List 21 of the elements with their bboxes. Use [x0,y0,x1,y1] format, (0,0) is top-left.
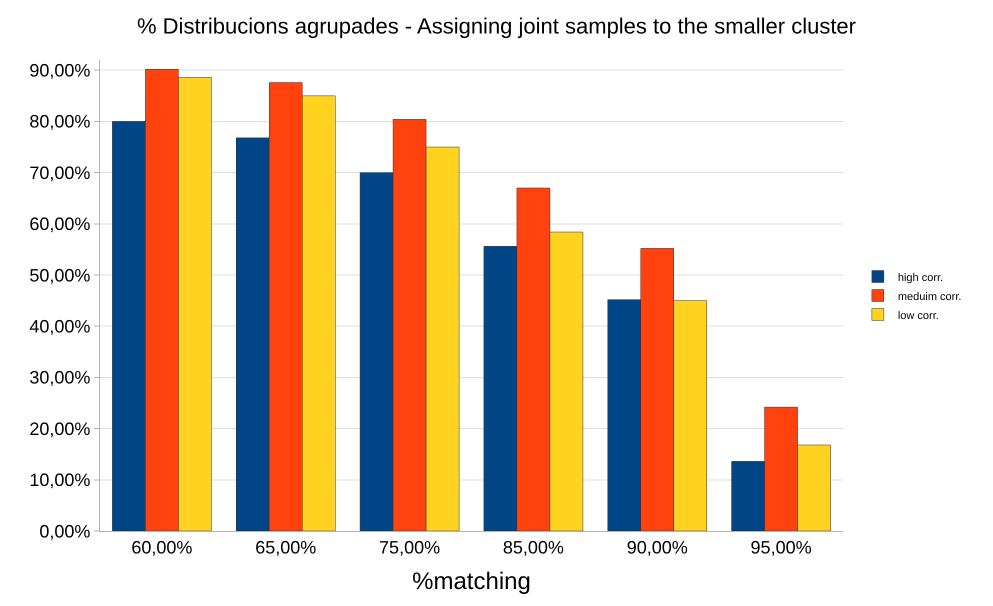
y-tick-label: 80,00% [29,112,90,132]
y-tick-label: 30,00% [29,368,90,388]
x-axis-title: %matching [412,568,531,595]
legend-label: high corr. [898,272,944,284]
y-tick-label: 50,00% [29,265,90,286]
y-tick-label: 40,00% [29,316,90,337]
x-tick-label: 75,00% [379,538,440,558]
y-tick-label: 90,00% [29,60,90,81]
y-tick-label: 20,00% [29,418,90,439]
y-tick-label: 0,00% [39,521,90,542]
x-tick-label: 60,00% [131,538,192,558]
x-tick-label: 95,00% [750,538,812,558]
x-tick-label: 65,00% [255,538,316,558]
chart-title: % Distribucions agrupades - Assigning joint samples to the smaller cluster [137,14,856,39]
x-tick-label: 85,00% [502,538,564,558]
legend-label: low corr. [898,310,939,322]
y-tick-label: 10,00% [29,470,90,490]
legend-label: meduim corr. [898,290,962,303]
y-tick-label: 70,00% [29,162,90,183]
x-tick-label: 90,00% [626,538,688,558]
y-tick-label: 60,00% [29,214,90,234]
